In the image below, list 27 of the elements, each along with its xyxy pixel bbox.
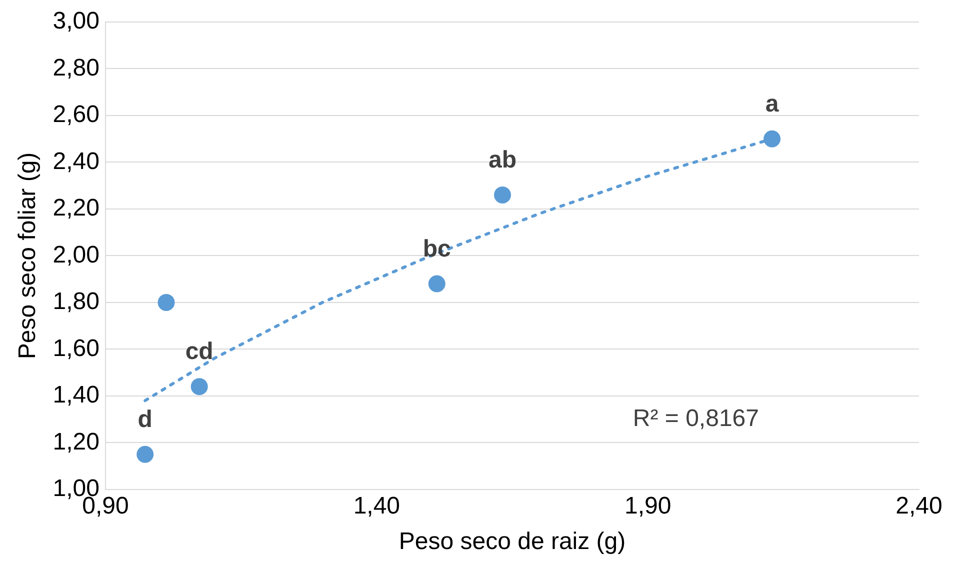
point: [190, 378, 208, 396]
y-tick-label: 2,00: [52, 241, 100, 268]
annotation: cd: [185, 338, 214, 366]
annotation: d: [138, 406, 152, 433]
point: [494, 186, 511, 204]
x-axis-title: Peso seco de raiz (g): [398, 528, 626, 556]
y-tick-label: 2,80: [52, 54, 100, 82]
y-tick-label: 2,20: [52, 194, 100, 222]
annotation: bc: [422, 235, 451, 262]
y-tick-label: 2,40: [52, 148, 100, 175]
y-tick-label: 3,00: [52, 8, 100, 35]
point: [136, 446, 154, 463]
y-tick-label: 2,60: [52, 101, 100, 128]
annotation: R² = 0,8167: [632, 405, 759, 432]
point: [428, 275, 446, 292]
x-tick-label: 1,40: [353, 492, 400, 520]
point: [764, 130, 781, 148]
point: [158, 294, 175, 311]
y-tick-label: 1,80: [52, 288, 100, 316]
x-tick-label: 2,40: [896, 492, 942, 520]
y-axis-title: Peso seco foliar (g): [14, 152, 42, 360]
y-tick-label: 1,20: [52, 428, 100, 456]
x-tick-label: 1,90: [624, 492, 672, 520]
annotation: ab: [488, 146, 516, 174]
y-tick-label: 1,60: [52, 334, 100, 362]
y-tick-label: 1,40: [52, 382, 100, 409]
annotation: a: [765, 90, 780, 118]
